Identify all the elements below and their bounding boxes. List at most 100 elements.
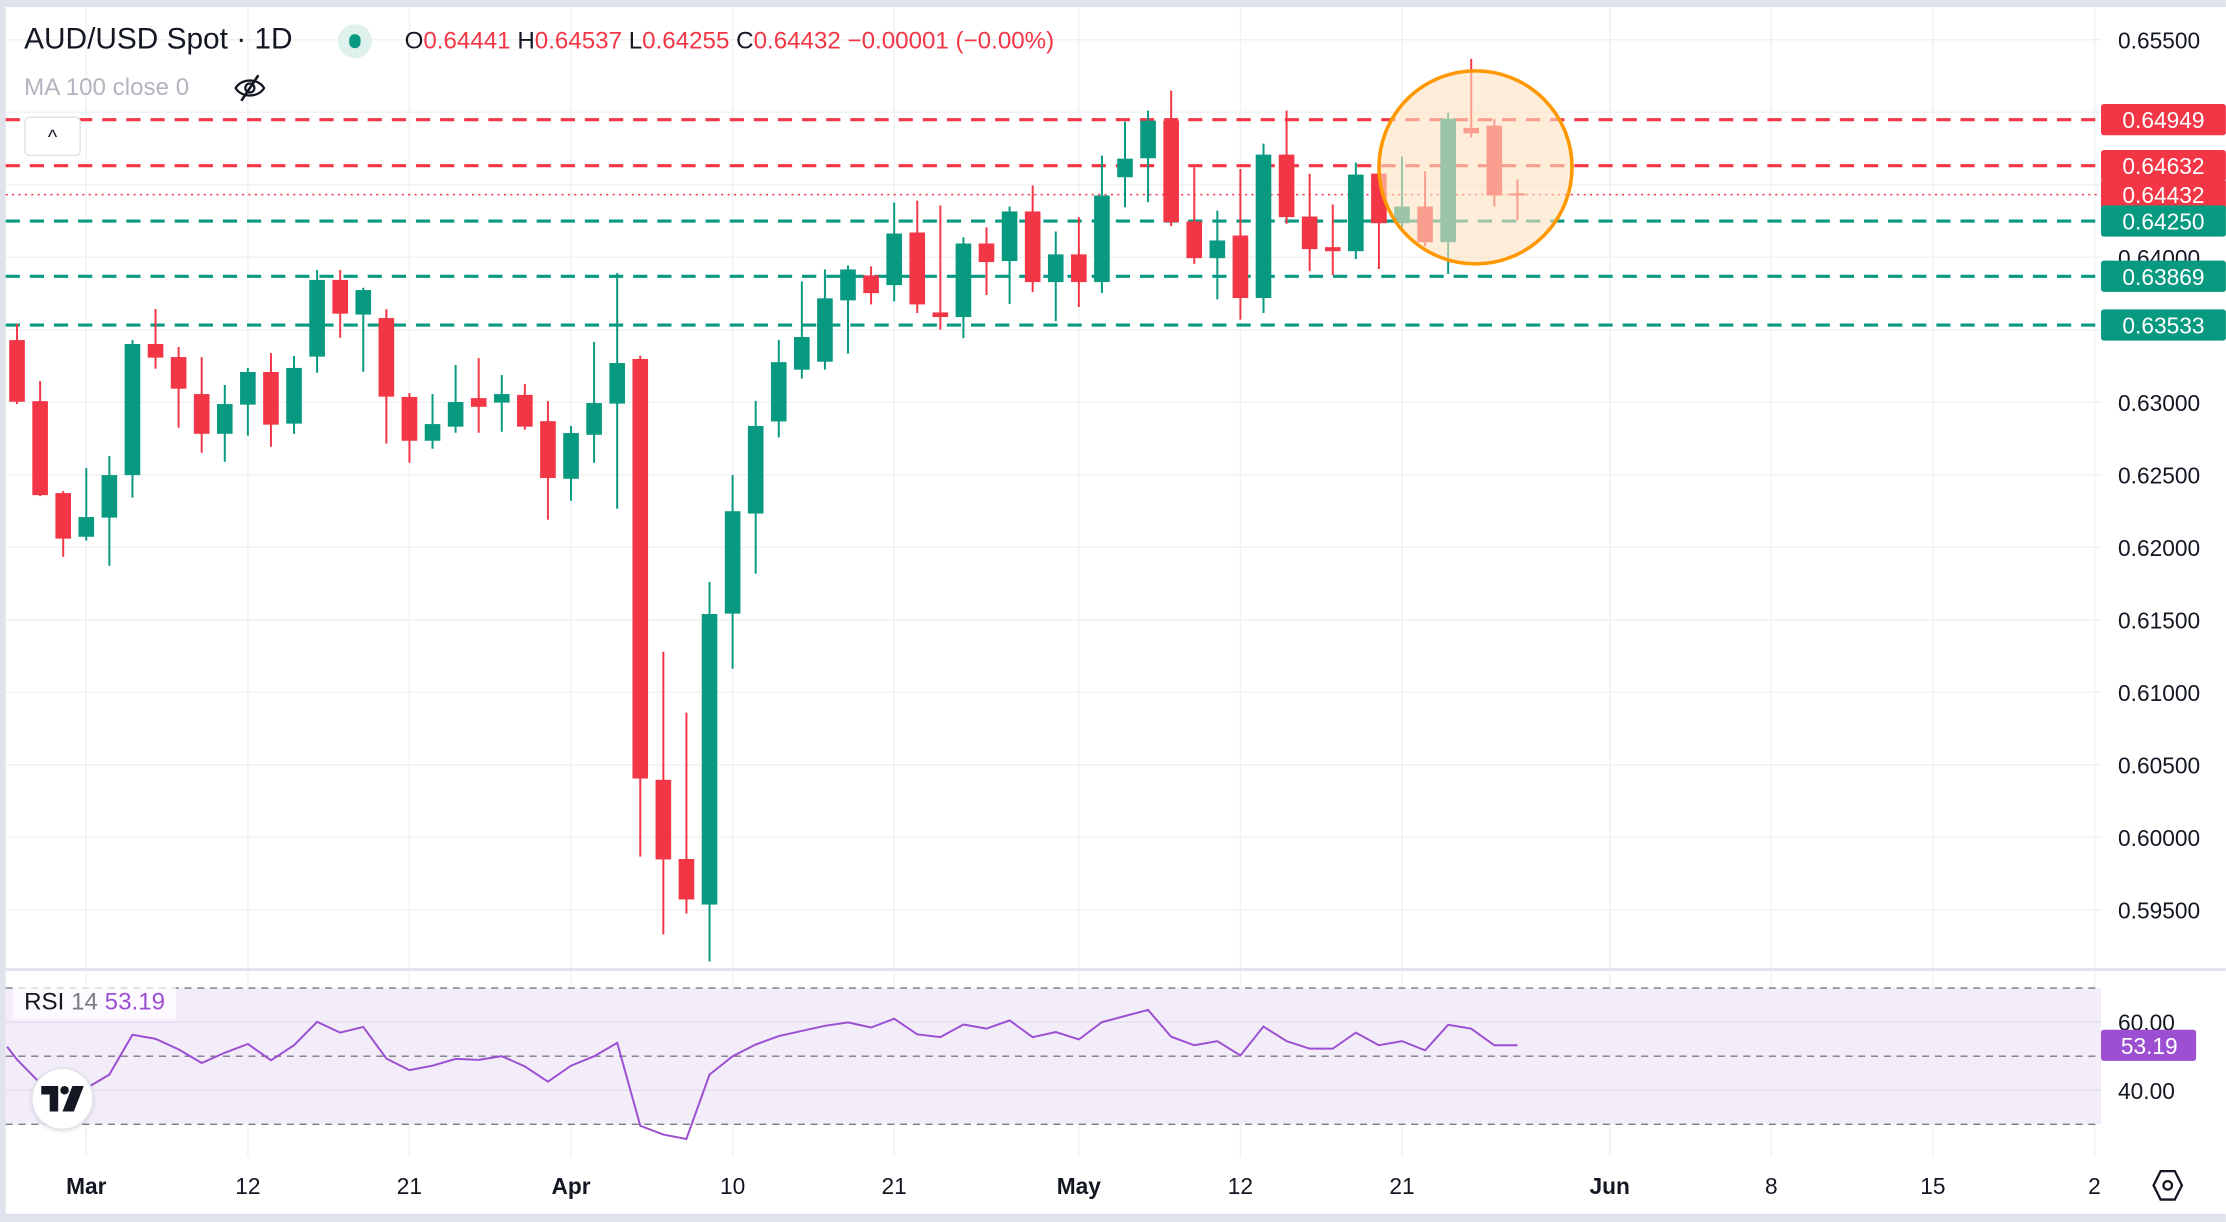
candle[interactable] <box>147 309 164 369</box>
candle-body <box>1094 195 1110 283</box>
price-line-label-box <box>2101 104 2226 136</box>
candle-body <box>401 396 418 441</box>
candle[interactable] <box>909 200 926 313</box>
close-value: 0.64432 <box>753 26 841 54</box>
candle[interactable] <box>170 347 187 428</box>
candle-body <box>932 312 949 318</box>
candle[interactable] <box>1140 110 1156 203</box>
candle[interactable] <box>32 381 48 497</box>
candle-body <box>724 511 741 614</box>
candle[interactable] <box>286 356 302 434</box>
eye-off-icon[interactable] <box>233 72 267 103</box>
candle[interactable] <box>378 309 395 444</box>
candle[interactable] <box>263 353 279 447</box>
candle[interactable] <box>955 237 972 339</box>
candle[interactable] <box>863 266 879 305</box>
candle[interactable] <box>193 357 210 453</box>
candle[interactable] <box>840 265 856 354</box>
market-open-dot-icon <box>349 34 361 49</box>
candle-body <box>1071 254 1087 283</box>
candle-body <box>470 398 487 407</box>
candle[interactable] <box>1001 206 1018 304</box>
candle-body <box>540 421 556 479</box>
candle[interactable] <box>1278 110 1295 224</box>
candle-body <box>378 318 395 397</box>
price-line-label: 0.63533 <box>2122 313 2204 339</box>
time-axis-label: 12 <box>1228 1173 1253 1199</box>
candle[interactable] <box>1024 185 1041 293</box>
candle[interactable] <box>517 384 533 430</box>
candle[interactable] <box>447 365 464 433</box>
candle[interactable] <box>470 358 487 433</box>
candle-body <box>770 362 787 422</box>
candle-body <box>632 358 649 779</box>
candle-body <box>747 425 764 514</box>
candle[interactable] <box>609 273 625 509</box>
candle[interactable] <box>424 394 441 449</box>
price-axis-label: 0.63000 <box>2118 390 2200 416</box>
candle[interactable] <box>124 340 141 498</box>
candle[interactable] <box>1186 167 1203 264</box>
candle[interactable] <box>932 205 949 330</box>
candle[interactable] <box>563 425 579 501</box>
candle[interactable] <box>817 269 833 370</box>
candle[interactable] <box>332 270 349 338</box>
candle[interactable] <box>747 400 764 574</box>
candle[interactable] <box>1301 173 1318 272</box>
candle[interactable] <box>678 712 695 914</box>
candle[interactable] <box>586 341 602 463</box>
candle-body <box>1209 240 1226 259</box>
candle-body <box>124 344 141 476</box>
tradingview-logo-icon[interactable] <box>31 1067 94 1131</box>
market-status-indicator[interactable] <box>337 24 372 59</box>
rsi-legend[interactable]: RSI 14 53.19 <box>12 985 177 1020</box>
candle-body <box>817 298 833 362</box>
candle[interactable] <box>9 324 25 405</box>
candle-body <box>193 394 210 434</box>
chart-settings-icon[interactable] <box>2151 1168 2185 1202</box>
candle[interactable] <box>1232 168 1249 320</box>
candle-body <box>101 475 118 518</box>
candle[interactable] <box>101 455 118 566</box>
candle[interactable] <box>1117 121 1133 208</box>
ma-indicator-legend[interactable]: MA 100 close 0 <box>24 73 190 101</box>
candle[interactable] <box>1094 155 1110 294</box>
candle[interactable] <box>240 367 256 436</box>
candle-body <box>1278 154 1295 218</box>
candle[interactable] <box>493 375 510 432</box>
candle[interactable] <box>309 270 325 373</box>
candle[interactable] <box>724 474 741 669</box>
candle[interactable] <box>1255 143 1272 313</box>
pane-divider[interactable] <box>5 968 2226 972</box>
time-axis-label: Jun <box>1590 1173 1630 1199</box>
highlight-circle[interactable] <box>1377 69 1574 266</box>
candle[interactable] <box>978 227 995 295</box>
candle[interactable] <box>1047 231 1064 322</box>
candle-body <box>447 402 464 427</box>
candle[interactable] <box>1324 204 1341 276</box>
candle[interactable] <box>355 287 372 372</box>
candle-body <box>424 424 441 441</box>
candle[interactable] <box>1071 217 1087 308</box>
candle-body <box>1324 247 1341 252</box>
candle[interactable] <box>1209 210 1226 300</box>
candle[interactable] <box>78 468 95 541</box>
candle[interactable] <box>1348 162 1364 260</box>
price-axis-label: 0.62500 <box>2118 462 2200 488</box>
candle[interactable] <box>632 355 649 857</box>
candle[interactable] <box>540 401 556 520</box>
collapse-legend-button[interactable]: ^ <box>24 116 81 157</box>
candle[interactable] <box>655 651 672 935</box>
candle[interactable] <box>1163 90 1179 227</box>
candle[interactable] <box>401 393 418 463</box>
candle-body <box>609 363 625 404</box>
symbol-title[interactable]: AUD/USD Spot · 1D <box>24 22 293 56</box>
candle[interactable] <box>55 491 72 557</box>
candle-body <box>147 344 164 358</box>
candle[interactable] <box>886 202 902 302</box>
candle[interactable] <box>770 339 787 438</box>
candle[interactable] <box>794 281 810 379</box>
candle[interactable] <box>216 385 233 462</box>
candle[interactable] <box>701 582 718 962</box>
